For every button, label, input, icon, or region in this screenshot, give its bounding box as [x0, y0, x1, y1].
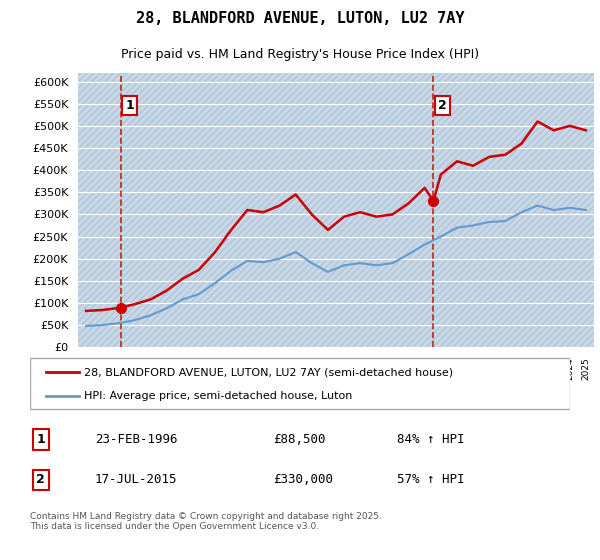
Text: 28, BLANDFORD AVENUE, LUTON, LU2 7AY: 28, BLANDFORD AVENUE, LUTON, LU2 7AY: [136, 11, 464, 26]
Text: 57% ↑ HPI: 57% ↑ HPI: [397, 473, 465, 486]
Text: 17-JUL-2015: 17-JUL-2015: [95, 473, 178, 486]
Text: 28, BLANDFORD AVENUE, LUTON, LU2 7AY (semi-detached house): 28, BLANDFORD AVENUE, LUTON, LU2 7AY (se…: [84, 367, 453, 377]
Text: £88,500: £88,500: [273, 433, 325, 446]
Text: 23-FEB-1996: 23-FEB-1996: [95, 433, 178, 446]
Text: 2: 2: [438, 99, 447, 112]
Text: Contains HM Land Registry data © Crown copyright and database right 2025.
This d: Contains HM Land Registry data © Crown c…: [30, 512, 382, 531]
Text: Price paid vs. HM Land Registry's House Price Index (HPI): Price paid vs. HM Land Registry's House …: [121, 48, 479, 61]
FancyBboxPatch shape: [30, 358, 570, 409]
Text: 2: 2: [37, 473, 45, 486]
Text: 1: 1: [37, 433, 45, 446]
Text: £330,000: £330,000: [273, 473, 333, 486]
Text: 1: 1: [125, 99, 134, 112]
Text: 84% ↑ HPI: 84% ↑ HPI: [397, 433, 465, 446]
Text: HPI: Average price, semi-detached house, Luton: HPI: Average price, semi-detached house,…: [84, 391, 352, 401]
